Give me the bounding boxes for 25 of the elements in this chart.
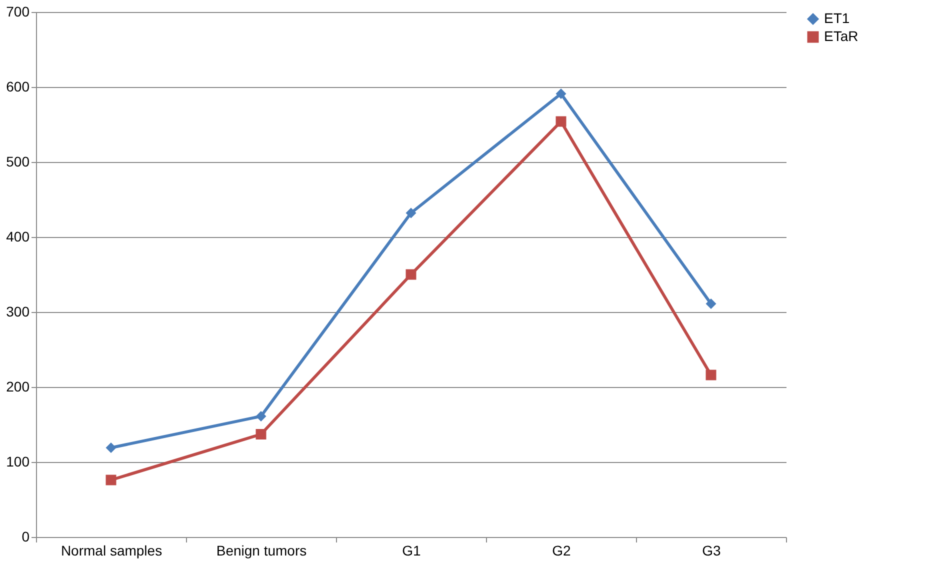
- x-tick-label: G3: [702, 542, 722, 558]
- y-tick-label: 600: [6, 78, 30, 94]
- point: [106, 474, 116, 486]
- x-tick-label: G2: [552, 542, 572, 558]
- x-tick-label: G1: [402, 542, 422, 558]
- y-tick-label: 300: [6, 304, 30, 320]
- y-tick-label: 400: [6, 228, 30, 244]
- x-tick-label: Benign tumors: [216, 542, 307, 558]
- legend-label: ETaR: [824, 28, 858, 44]
- y-tick-label: 100: [6, 454, 30, 470]
- y-tick-label: 700: [6, 4, 30, 20]
- point: [106, 442, 116, 453]
- legend-label: ET1: [824, 10, 850, 26]
- point: [256, 429, 266, 440]
- point: [706, 298, 716, 309]
- x-tick-label: Normal samples: [60, 542, 162, 558]
- y-tick-label: 0: [22, 528, 30, 544]
- y-tick-label: 200: [6, 378, 30, 394]
- y-tick-label: 500: [6, 154, 30, 170]
- point: [406, 208, 416, 218]
- point: [556, 88, 566, 99]
- point: [556, 116, 566, 127]
- point: [406, 269, 416, 280]
- point: [706, 370, 716, 380]
- point: [256, 411, 266, 422]
